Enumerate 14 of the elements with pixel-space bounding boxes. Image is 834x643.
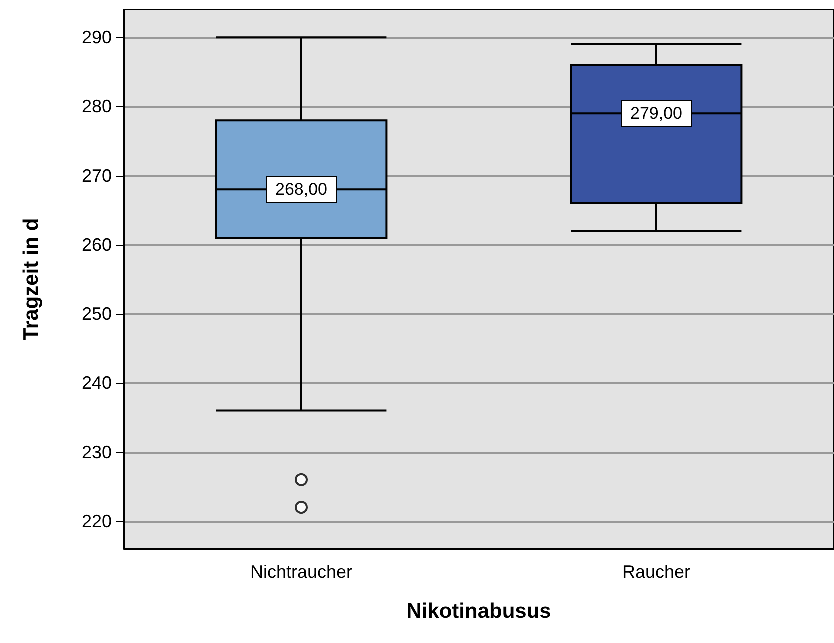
x-tick-label: Nichtraucher bbox=[250, 562, 353, 582]
y-tick-label: 220 bbox=[82, 511, 112, 532]
y-tick-label: 280 bbox=[82, 96, 112, 117]
y-tick-label: 240 bbox=[82, 373, 112, 394]
x-tick-label: Raucher bbox=[622, 562, 691, 582]
annotation: 279,00 bbox=[630, 104, 682, 124]
y-tick-label: 230 bbox=[82, 442, 112, 462]
x-axis-title: Nikotinabusus bbox=[406, 600, 552, 623]
y-tick-label: 260 bbox=[82, 234, 112, 255]
y-tick-label: 270 bbox=[82, 166, 112, 186]
y-tick-label: 290 bbox=[82, 28, 112, 48]
y-tick-label: 250 bbox=[82, 304, 112, 324]
y-axis-title: Tragzeit in d bbox=[20, 218, 43, 341]
annotation: 268,00 bbox=[276, 180, 328, 200]
